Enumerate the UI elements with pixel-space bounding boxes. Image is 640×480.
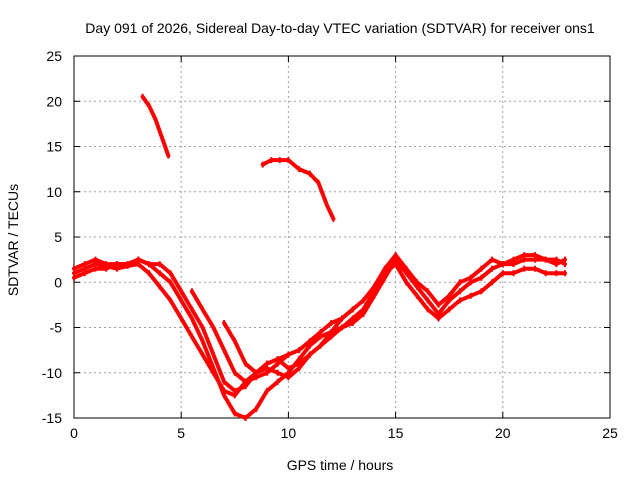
y-axis-label: SDTVAR / TECUs bbox=[5, 184, 21, 296]
grid bbox=[74, 56, 610, 418]
y-tick-label: 15 bbox=[46, 139, 62, 155]
series-line-track-4 bbox=[189, 289, 291, 384]
y-tick-label: 20 bbox=[46, 93, 62, 109]
y-tick-label: -5 bbox=[50, 320, 63, 336]
x-tick-label: 0 bbox=[70, 425, 78, 441]
y-tick-label: 0 bbox=[54, 274, 62, 290]
x-tick-label: 5 bbox=[177, 425, 185, 441]
x-tick-label: 25 bbox=[602, 425, 618, 441]
y-tick-label: 5 bbox=[54, 229, 62, 245]
x-tick-label: 20 bbox=[495, 425, 511, 441]
chart-title: Day 091 of 2026, Sidereal Day-to-day VTE… bbox=[85, 20, 595, 36]
x-axis-label: GPS time / hours bbox=[287, 457, 394, 473]
tick-group: 0 5 10 15 20 25 -15 -10 -5 0 5 10 15 20 25 bbox=[42, 48, 618, 441]
y-tick-label: 10 bbox=[46, 184, 62, 200]
x-tick-label: 10 bbox=[281, 425, 297, 441]
x-tick-label: 15 bbox=[388, 425, 404, 441]
y-tick-label: -10 bbox=[42, 365, 62, 381]
series-group bbox=[72, 93, 567, 421]
y-tick-label: 25 bbox=[46, 48, 62, 64]
y-tick-label: -15 bbox=[42, 410, 62, 426]
